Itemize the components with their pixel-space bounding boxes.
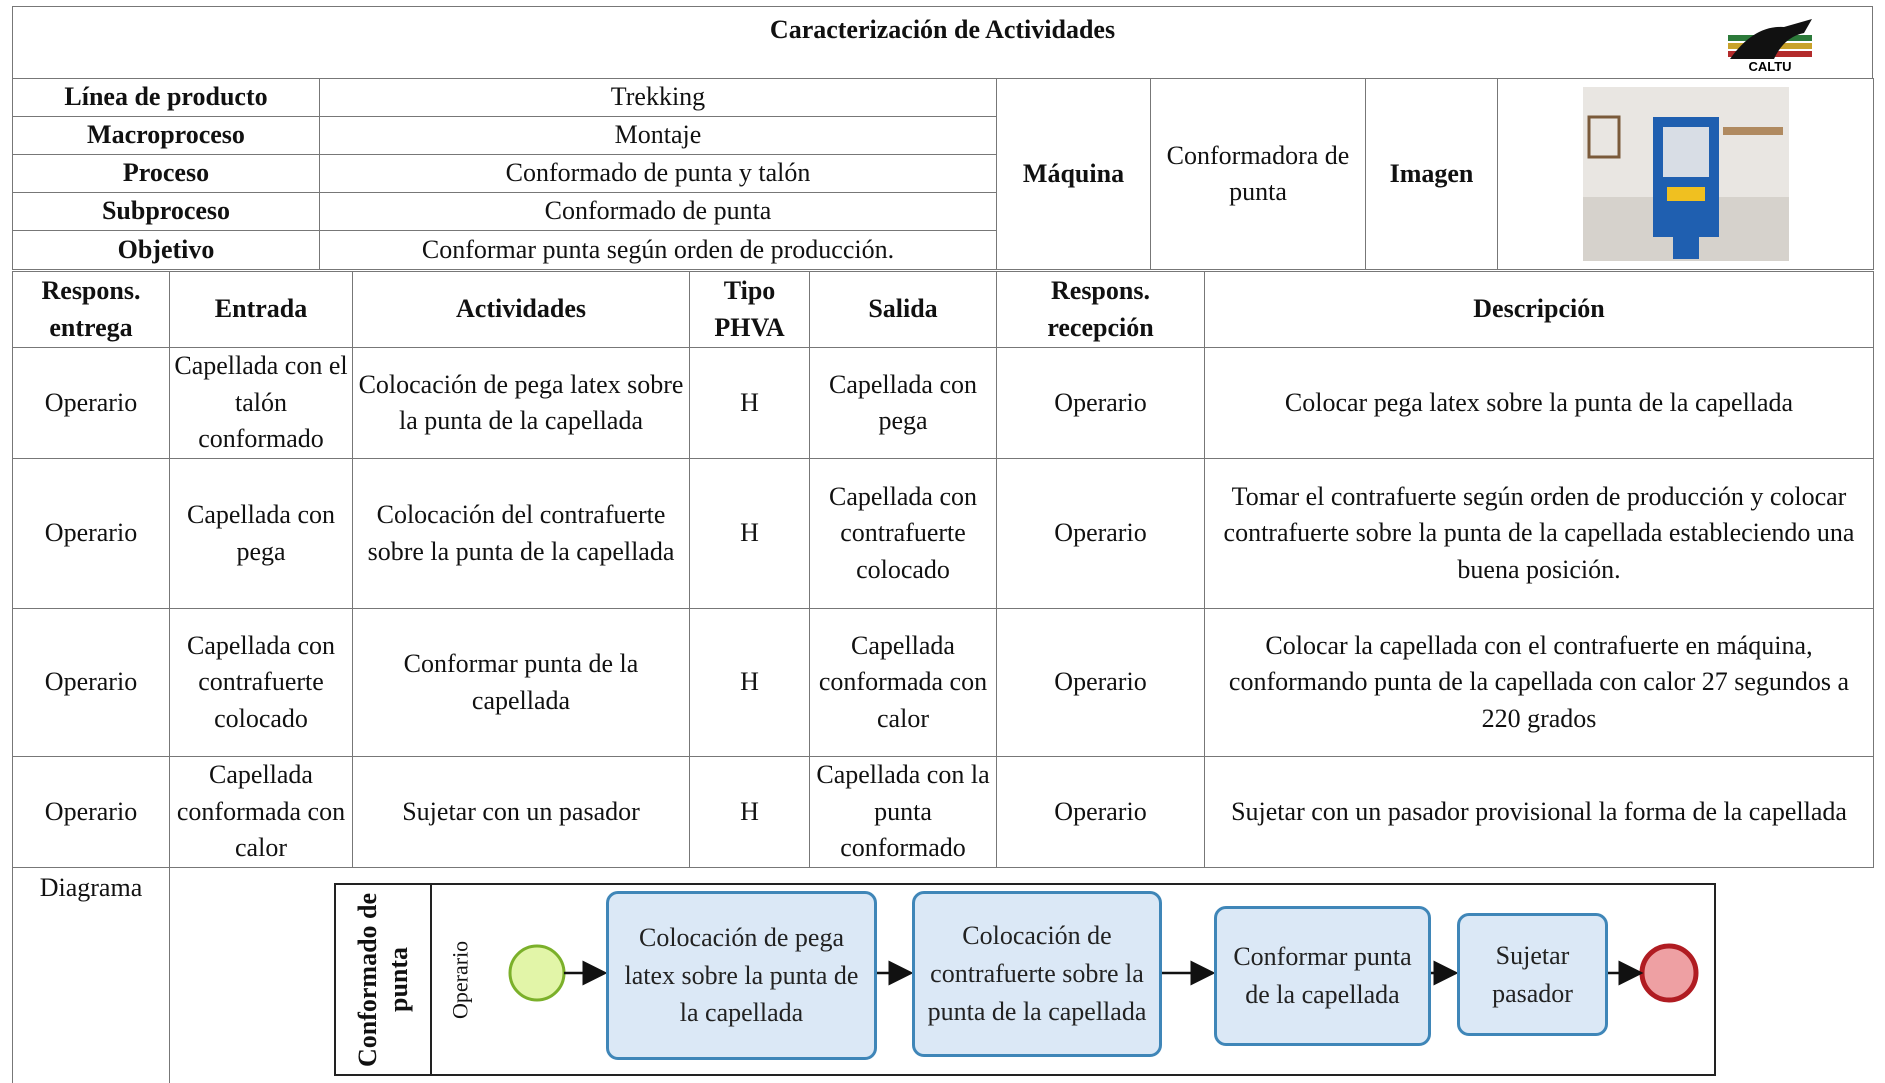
info-label: Subproceso — [12, 192, 320, 231]
table-cell: Capellada con la punta conformado — [809, 756, 997, 868]
table-cell: Operario — [996, 756, 1205, 868]
info-value: Conformado de punta — [319, 192, 997, 231]
table-cell: Operario — [12, 608, 170, 757]
document-title: Caracterización de Actividades — [769, 15, 1116, 44]
table-cell: Conformar punta de la capellada — [352, 608, 690, 757]
table-cell: Colocación de pega latex sobre la punta … — [352, 347, 690, 459]
table-cell: Colocación del contrafuerte sobre la pun… — [352, 458, 690, 609]
table-cell: Operario — [12, 347, 170, 459]
column-header: Respons. recepción — [996, 271, 1205, 348]
pool — [334, 883, 1716, 1076]
info-label: Línea de producto — [12, 78, 320, 117]
table-cell: Capellada con pega — [809, 347, 997, 459]
info-value: Trekking — [319, 78, 997, 117]
table-cell: Operario — [12, 458, 170, 609]
table-row: Operario Capellada con contrafuerte coloc… — [12, 608, 1874, 757]
table-cell: Operario — [996, 347, 1205, 459]
table-cell: Capellada conformada con calor — [809, 608, 997, 757]
table-cell: Operario — [996, 608, 1205, 757]
table-cell: H — [689, 347, 810, 459]
task: Colocación de contrafuerte sobre la punt… — [912, 891, 1162, 1057]
table-cell: H — [689, 458, 810, 609]
table-cell: Capellada conformada con calor — [169, 756, 353, 868]
table-row: Operario Capellada con el talón conformad… — [12, 347, 1874, 459]
pool-label: Conformado de punta — [334, 883, 430, 1076]
task: Sujetar pasador — [1457, 913, 1608, 1036]
table-cell: Sujetar con un pasador provisional la fo… — [1204, 756, 1874, 868]
table-row: Operario Capellada con pega Colocación del… — [12, 458, 1874, 609]
info-block: Línea de producto Trekking Máquina Confor… — [12, 78, 1874, 270]
activities-table: Respons. entrega Entrada Actividades Tipo P… — [12, 271, 1874, 868]
info-label: Proceso — [12, 154, 320, 193]
table-cell: Capellada con contrafuerte colocado — [169, 608, 353, 757]
task: Conformar punta de la capellada — [1214, 906, 1431, 1046]
table-row: Operario Capellada conformada con calor Su… — [12, 756, 1874, 868]
table-cell: Capellada con contrafuerte colocado — [809, 458, 997, 609]
info-value: Montaje — [319, 116, 997, 155]
diagram-label: Diagrama — [13, 867, 170, 1083]
column-header: Entrada — [169, 271, 353, 348]
title-bar: Caracterización de Actividades CALTU — [12, 6, 1873, 78]
column-header: Actividades — [352, 271, 690, 348]
machine: Conformadora de punta — [1150, 78, 1366, 270]
table-cell: Sujetar con un pasador — [352, 756, 690, 868]
table-row: Respons. entrega Entrada Actividades Tipo P… — [12, 271, 1874, 348]
table-cell: H — [689, 756, 810, 868]
info-label: Macroproceso — [12, 116, 320, 155]
info-value: Conformar punta según orden de producció… — [319, 230, 997, 270]
table-cell: Operario — [12, 756, 170, 868]
table-cell: Tomar el contrafuerte según orden de pro… — [1204, 458, 1874, 609]
table-cell: Capellada con pega — [169, 458, 353, 609]
table-cell: Colocar pega latex sobre la punta de la … — [1204, 347, 1874, 459]
column-header: Tipo PHVA — [689, 271, 810, 348]
table-cell: Operario — [996, 458, 1205, 609]
image-label: Imagen — [1365, 78, 1498, 270]
table-cell: Colocar la capellada con el contrafuerte… — [1204, 608, 1874, 757]
machine-label: Máquina — [996, 78, 1151, 270]
diagram-block: Diagrama — [12, 867, 1873, 1083]
machine-image — [1582, 87, 1789, 261]
logo: CALTU — [1728, 19, 1812, 74]
table-cell: H — [689, 608, 810, 757]
activities-block: Respons. entrega Entrada Actividades Tipo P… — [12, 271, 1874, 868]
info-label: Objetivo — [12, 230, 320, 270]
column-header: Respons. entrega — [12, 271, 170, 348]
table-cell: Capellada con el talón conformado — [169, 347, 353, 459]
column-header: Salida — [809, 271, 997, 348]
image-cell — [1497, 78, 1874, 270]
info-value: Conformado de punta y talón — [319, 154, 997, 193]
column-header: Descripción — [1204, 271, 1874, 348]
info-table: Línea de producto Trekking Máquina Confor… — [12, 78, 1874, 270]
logo-text: CALTU — [1748, 59, 1791, 74]
lane-label: Operario — [430, 883, 489, 1076]
task: Colocación de pega latex sobre la punta … — [606, 891, 877, 1060]
